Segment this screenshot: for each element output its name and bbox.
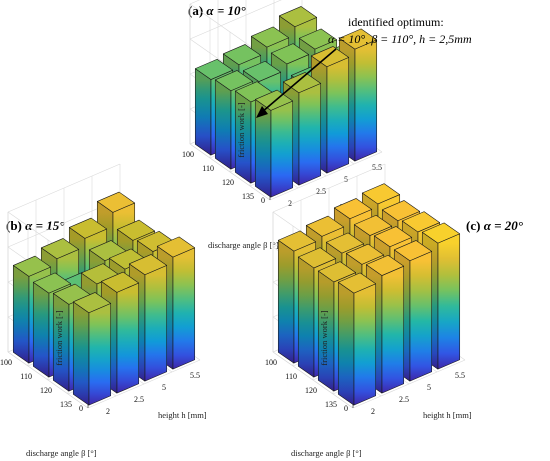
- annotation-arrow: [261, 48, 337, 113]
- z-axis-label: friction work [-]: [319, 310, 329, 365]
- beta-tick-label: 135: [60, 400, 72, 409]
- beta-tick-label: 135: [242, 192, 254, 201]
- h-tick-label: 2: [106, 407, 110, 416]
- h-tick-label: 5: [344, 175, 348, 184]
- x-axis-label: height h [mm]: [158, 410, 207, 420]
- beta-tick-label: 135: [325, 400, 337, 409]
- annotation-arrowhead: [256, 106, 268, 118]
- beta-tick-label: 100: [182, 150, 194, 159]
- z-tick-label: 0: [79, 404, 83, 413]
- annotation-line-2: α = 10°, β = 110°, h = 2,5mm: [328, 32, 472, 46]
- panel-b: (b) α = 15° 00.250.500.751.0010011012013…: [0, 163, 207, 458]
- h-tick-label: 5.5: [190, 371, 200, 380]
- panel-b-title: (b) α = 15°: [6, 218, 65, 233]
- beta-tick-label: 120: [40, 386, 52, 395]
- beta-tick-label: 100: [265, 358, 277, 367]
- bar: [72, 292, 112, 406]
- bar: [254, 89, 294, 198]
- h-tick-label: 2: [288, 199, 292, 208]
- h-tick-label: 5: [427, 383, 431, 392]
- beta-tick-label: 120: [222, 178, 234, 187]
- beta-tick-label: 110: [285, 372, 297, 381]
- panel-a-title: (a) α = 10°: [188, 3, 247, 18]
- panel-c: (c) α = 20° 00.250.500.751.0010011012013…: [265, 163, 524, 458]
- h-tick-label: 2.5: [134, 395, 144, 404]
- bar: [337, 272, 377, 406]
- z-tick-label: 0: [344, 404, 348, 413]
- z-axis-label: friction work [-]: [236, 102, 246, 157]
- h-tick-label: 5: [162, 383, 166, 392]
- z-axis-label: friction work [-]: [54, 310, 64, 365]
- panel-c-title: (c) α = 20°: [466, 218, 524, 233]
- y-axis-label: discharge angle β [°]: [208, 240, 279, 250]
- beta-tick-label: 110: [20, 372, 32, 381]
- optimum-annotation: identified optimum: α = 10°, β = 110°, h…: [256, 15, 472, 118]
- z-tick-label: 0: [261, 196, 265, 205]
- h-tick-label: 5.5: [455, 371, 465, 380]
- annotation-line-1: identified optimum:: [348, 15, 444, 29]
- y-axis-label: discharge angle β [°]: [291, 448, 362, 458]
- beta-tick-label: 120: [305, 386, 317, 395]
- h-tick-label: 2: [371, 407, 375, 416]
- x-axis-label: height h [mm]: [423, 410, 472, 420]
- y-axis-label: discharge angle β [°]: [26, 448, 97, 458]
- beta-tick-label: 100: [0, 358, 12, 367]
- beta-tick-label: 110: [202, 164, 214, 173]
- h-tick-label: 2.5: [399, 395, 409, 404]
